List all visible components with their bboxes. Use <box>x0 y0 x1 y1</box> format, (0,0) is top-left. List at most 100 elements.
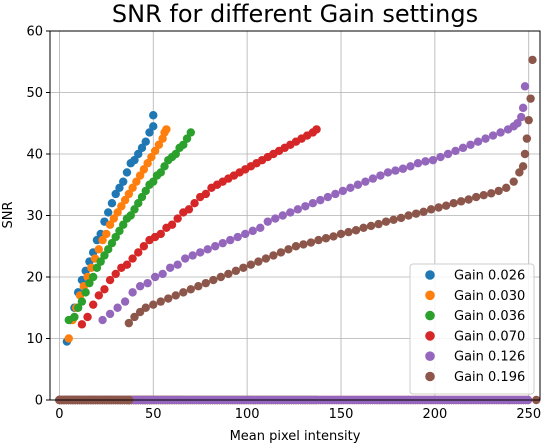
data-point <box>481 134 490 143</box>
data-point <box>346 183 355 193</box>
data-point <box>149 122 158 131</box>
data-point <box>464 195 473 204</box>
data-point <box>77 297 87 306</box>
data-point <box>150 272 160 282</box>
data-point <box>126 211 135 220</box>
data-point <box>103 208 113 217</box>
data-point <box>70 312 79 322</box>
data-point <box>105 275 115 285</box>
data-point <box>109 214 119 223</box>
data-point <box>149 177 158 186</box>
data-point <box>396 213 406 223</box>
data-point <box>88 272 98 282</box>
data-point <box>115 183 124 193</box>
data-point <box>419 207 428 217</box>
data-point <box>124 318 134 328</box>
legend-label: Gain 0.070 <box>454 329 525 344</box>
legend-label: Gain 0.036 <box>454 309 525 324</box>
data-point <box>167 220 177 229</box>
data-point <box>171 291 180 300</box>
data-point <box>130 155 139 165</box>
data-point <box>389 215 398 225</box>
data-point <box>426 205 436 214</box>
data-point <box>120 195 130 205</box>
data-point <box>291 242 301 251</box>
data-point <box>73 303 83 312</box>
data-point <box>128 254 137 263</box>
legend-label: Gain 0.196 <box>454 370 525 385</box>
data-point <box>518 162 528 171</box>
data-point <box>488 131 498 140</box>
data-point <box>85 278 94 288</box>
data-point <box>316 195 325 205</box>
data-point <box>233 232 242 242</box>
data-point <box>293 205 303 214</box>
data-point <box>165 263 175 272</box>
data-point <box>286 208 295 217</box>
data-point <box>130 312 139 322</box>
data-point <box>331 189 340 199</box>
data-point <box>323 192 333 202</box>
data-point <box>374 219 383 229</box>
data-point <box>306 238 316 247</box>
data-point <box>134 149 143 159</box>
data-point <box>494 186 503 196</box>
data-point <box>188 251 197 260</box>
data-point <box>107 199 117 208</box>
data-point <box>421 157 430 166</box>
data-point <box>143 159 152 168</box>
data-point <box>194 282 203 291</box>
data-point <box>128 183 137 193</box>
data-point <box>111 269 120 279</box>
data-point <box>502 183 511 193</box>
data-point <box>100 285 109 294</box>
data-point <box>471 192 481 202</box>
data-point <box>436 152 445 162</box>
x-tick-label: 50 <box>145 407 162 422</box>
legend-marker <box>425 270 435 280</box>
data-point <box>226 235 235 245</box>
data-point <box>154 140 164 149</box>
data-point <box>156 229 165 239</box>
data-point <box>269 251 278 260</box>
legend-box <box>409 263 535 395</box>
data-point <box>94 245 104 254</box>
data-point <box>132 177 141 186</box>
data-point <box>336 229 346 239</box>
data-point <box>141 186 150 196</box>
data-point <box>361 177 370 186</box>
data-point <box>119 220 128 229</box>
data-point <box>103 245 113 254</box>
data-point <box>351 226 361 235</box>
data-point <box>353 180 363 189</box>
data-point <box>209 275 218 285</box>
data-point <box>102 229 111 239</box>
y-tick-label: 50 <box>26 86 43 101</box>
data-point <box>359 223 368 232</box>
data-point <box>147 152 156 162</box>
data-point <box>141 137 150 146</box>
data-point <box>115 226 124 236</box>
data-point <box>404 211 413 220</box>
legend-marker <box>425 351 435 362</box>
legend: Gain 0.026 Gain 0.030 Gain 0.036 Gain 0.070… <box>409 263 535 395</box>
data-point <box>128 288 137 297</box>
data-point <box>301 202 310 211</box>
data-point <box>201 189 211 199</box>
data-point <box>92 263 102 272</box>
data-point <box>248 226 257 236</box>
y-axis-ticks: 0 10 20 30 40 50 60 <box>26 25 50 409</box>
data-point <box>111 232 120 242</box>
data-point <box>479 191 488 200</box>
y-tick-label: 30 <box>26 209 43 224</box>
data-point <box>520 149 530 159</box>
data-point <box>134 248 143 257</box>
data-point <box>256 223 265 232</box>
y-axis-label: SNR <box>1 201 16 228</box>
data-point <box>241 229 250 239</box>
data-point <box>139 242 149 251</box>
data-point <box>486 189 496 198</box>
data-point <box>428 155 438 165</box>
data-point <box>122 168 132 177</box>
